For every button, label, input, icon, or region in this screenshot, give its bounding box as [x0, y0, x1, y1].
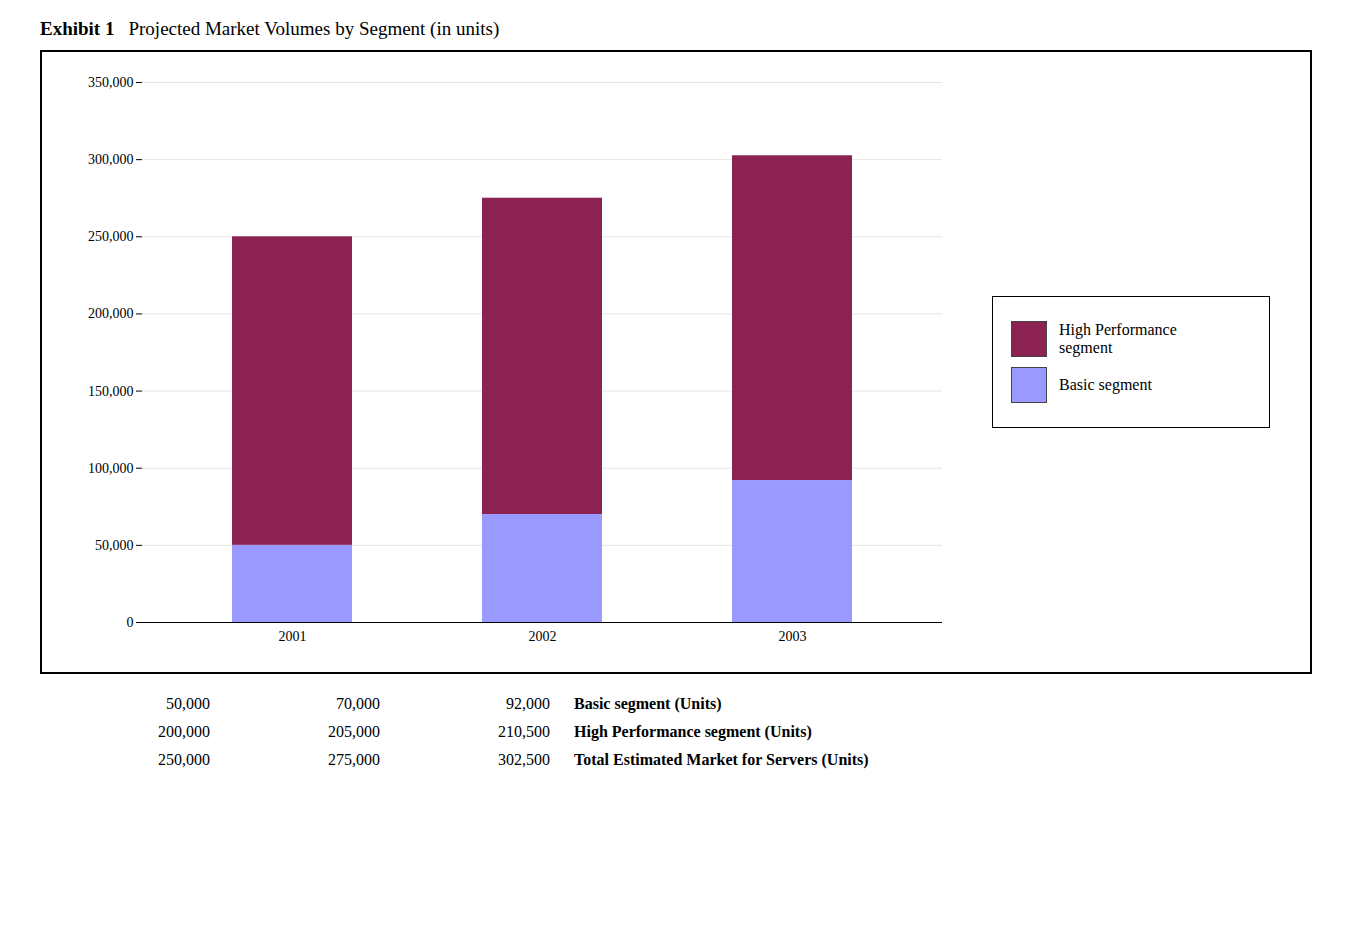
html-text:Total Estimated Market for Ser: Total Estimated Market for Servers (Unit…: [574, 751, 869, 768]
html-text:92,000: 92,000: [506, 695, 550, 712]
html-text:Exhibit 1: Exhibit 1: [40, 18, 115, 39]
html-text:50,000: 50,000: [166, 695, 210, 712]
html-text:250,000: 250,000: [158, 751, 210, 768]
html-text:302,500: 302,500: [498, 751, 550, 768]
svg-text:2002: 2002: [529, 629, 557, 644]
svg-text:150,000: 150,000: [88, 384, 134, 399]
svg-text:250,000: 250,000: [88, 229, 134, 244]
html-text:275,000: 275,000: [328, 751, 380, 768]
html-text:Basic segment (Units): Basic segment (Units): [574, 695, 722, 712]
html-text:Projected Market Volumes by Se: Projected Market Volumes by Segment (in …: [128, 18, 500, 39]
html-text:210,500: 210,500: [498, 723, 550, 740]
html-text:200,000: 200,000: [158, 723, 210, 740]
svg-text:0: 0: [127, 615, 134, 630]
svg-text:2003: 2003: [779, 629, 807, 644]
svg-text:50,000: 50,000: [95, 538, 134, 553]
svg-text:350,000: 350,000: [88, 75, 134, 90]
html-text:High Performance segment: High Performance segment: [1059, 321, 1177, 356]
svg-text:100,000: 100,000: [88, 461, 134, 476]
html-text:70,000: 70,000: [336, 695, 380, 712]
html-text:High Performance segment (Unit: High Performance segment (Units): [574, 723, 812, 740]
svg-text:200,000: 200,000: [88, 306, 134, 321]
svg-text:2001: 2001: [279, 629, 307, 644]
svg-text:300,000: 300,000: [88, 152, 134, 167]
html-text:Basic segment: Basic segment: [1059, 376, 1152, 393]
html-text:205,000: 205,000: [328, 723, 380, 740]
